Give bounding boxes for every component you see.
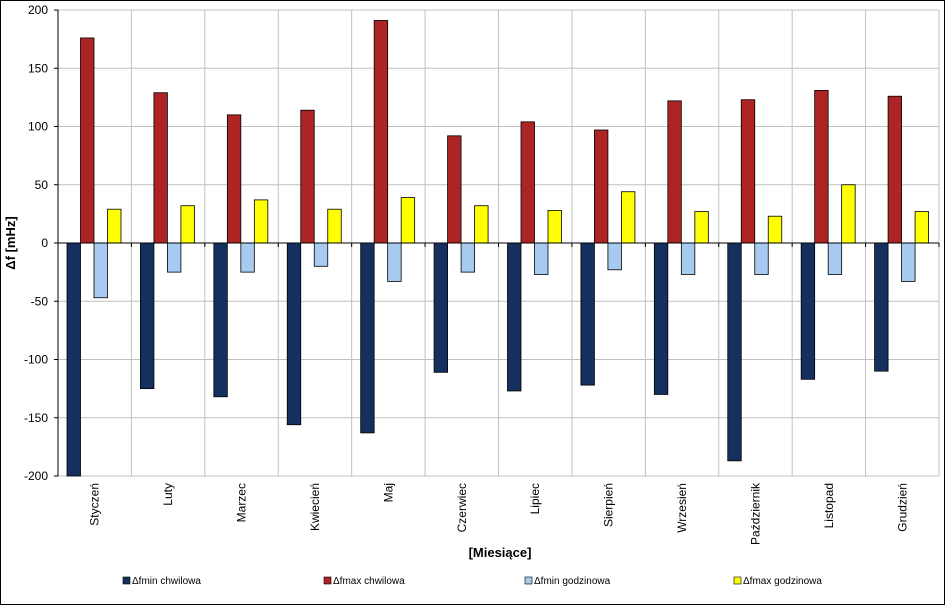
tick-labels: -200 -150 -100 -50 0 50 100 150 200 Styczeń Luty Ma… [24,3,909,545]
bar-4-10 [767,215,783,244]
axes [54,9,940,477]
bar-2-11 [814,89,829,244]
legend: Δfmin chwilowa Δfmax chwilowa Δfmin godzin… [122,576,822,587]
bar-1-3 [213,242,228,398]
bar-2-7 [520,121,535,244]
bar-1-4 [286,242,302,426]
bar-2-9 [667,100,682,244]
y-tick-label: 100 [28,120,48,134]
category-label: Luty [161,483,175,506]
legend-swatch-1 [122,576,131,585]
bar-3-4 [313,242,329,267]
bar-1-8 [580,242,595,386]
category-label: Styczeń [88,483,102,526]
legend-swatch-2 [323,576,332,585]
bar-3-6 [460,242,475,273]
bar-2-4 [300,109,315,244]
bar-4-7 [547,209,562,244]
bar-1-7 [507,242,522,392]
legend-label-3: Δfmin godzinowa [534,576,611,587]
bar-4-1 [107,208,122,244]
y-tick-label: -100 [24,353,48,367]
y-axis-title: Δf [mHz] [3,216,18,269]
legend-label-4: Δfmax godzinowa [743,576,822,587]
category-label: Czerwiec [455,483,469,532]
category-label: Październik [748,482,762,545]
bar-2-5 [373,20,389,244]
category-label: Wrzesień [675,483,689,533]
legend-label-2: Δfmax chwilowa [333,576,405,587]
bar-2-6 [447,135,462,244]
bar-4-6 [474,205,489,244]
bar-1-1 [66,242,81,477]
bar-3-2 [167,242,182,273]
y-tick-label: 200 [28,3,48,17]
y-tick-label: -50 [31,294,49,308]
category-label: Marzec [235,483,249,522]
bar-3-12 [901,242,916,282]
bar-1-6 [433,242,448,373]
x-axis-title: [Miesiące] [469,545,532,560]
bar-4-9 [694,211,709,244]
bar-1-2 [140,242,155,390]
bar-3-8 [607,242,622,271]
bar-4-8 [621,191,636,244]
category-label: Lipiec [528,483,542,514]
bar-1-11 [800,242,816,380]
y-tick-label: -150 [24,411,48,425]
bar-4-11 [841,184,856,244]
category-label: Kwiecień [308,483,322,531]
bar-2-10 [740,99,756,244]
category-label: Maj [381,483,395,502]
legend-swatch-3 [524,576,533,585]
bar-4-4 [327,208,342,244]
bar-3-9 [680,242,696,275]
bar-3-11 [827,242,843,275]
bar-2-3 [226,114,242,244]
bar-3-1 [93,242,108,299]
bar-3-3 [240,242,255,273]
bar-1-5 [360,242,375,434]
bar-4-12 [914,211,929,244]
bar-2-1 [80,37,95,244]
bar-2-8 [594,129,609,244]
legend-label-1: Δfmin chwilowa [132,576,201,587]
bar-1-9 [653,242,669,395]
bar-3-5 [387,242,402,282]
bar-4-5 [400,197,416,244]
category-label: Listopad [822,483,836,528]
bar-3-7 [534,242,549,275]
y-tick-label: 0 [41,236,48,250]
bar-1-12 [874,242,889,372]
y-tick-label: -200 [24,469,48,483]
bar-4-2 [180,205,195,244]
y-tick-label: 50 [35,178,49,192]
category-label: Grudzień [895,483,909,532]
legend-swatch-4 [733,576,742,585]
y-tick-label: 150 [28,61,48,75]
bar-3-10 [754,242,769,275]
bar-2-12 [887,95,902,244]
category-label: Sierpień [602,483,616,527]
bars [66,20,929,477]
bar-1-10 [727,242,742,462]
bar-2-2 [153,92,168,244]
bar-4-3 [253,199,269,244]
